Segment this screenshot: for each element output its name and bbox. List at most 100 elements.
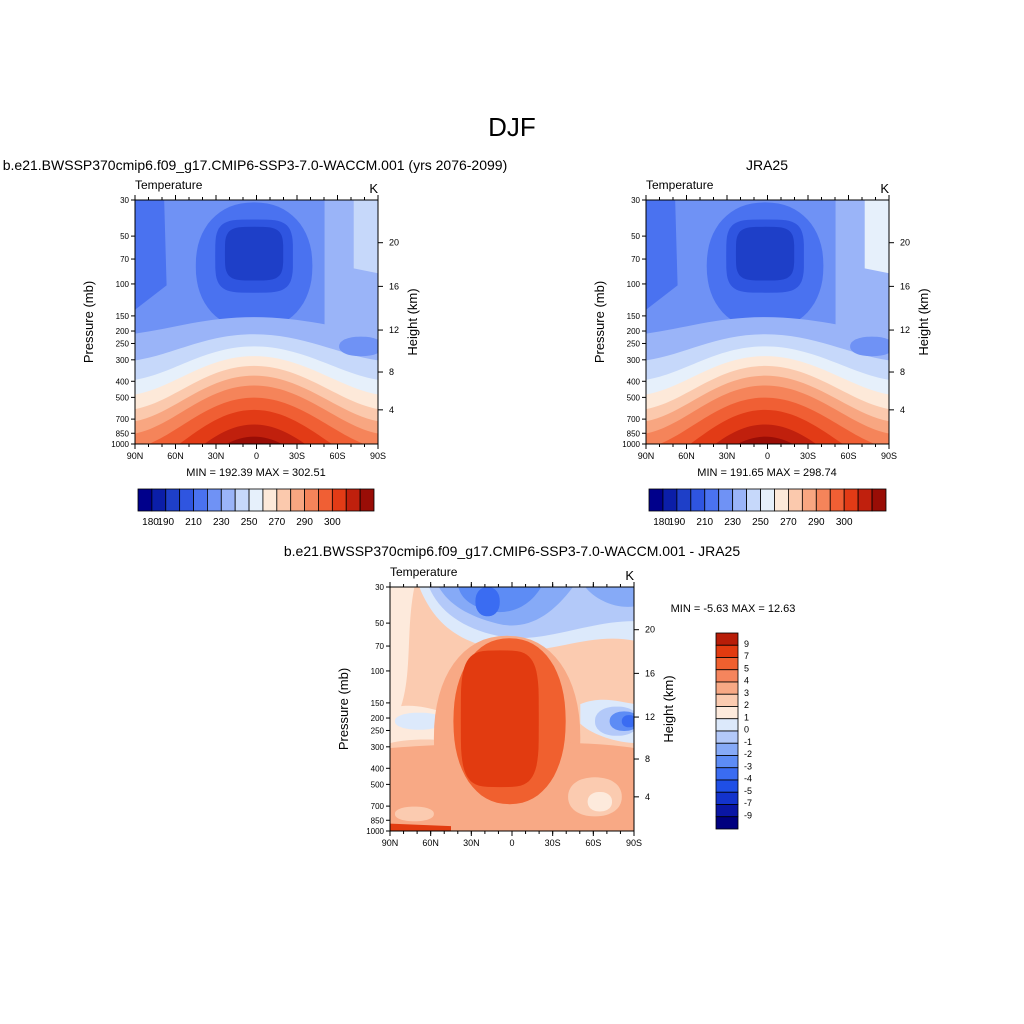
colorbar-box: [715, 730, 739, 744]
contour-band: [339, 336, 378, 357]
x-tick-label: 60S: [329, 451, 345, 461]
colorbar-box: [220, 488, 236, 512]
colorbar-box: [165, 488, 181, 512]
panel-title: JRA25: [746, 157, 788, 173]
x-tick-label: 30S: [289, 451, 305, 461]
colorbar-box: [318, 488, 333, 512]
x-tick-label: 0: [254, 451, 259, 461]
colorbar-label: 0: [744, 725, 749, 735]
colorbar-label: 2: [744, 700, 749, 710]
y2-tick-label: 20: [900, 238, 910, 248]
panel-title: b.e21.BWSSP370cmip6.f09_g17.CMIP6-SSP3-7…: [3, 157, 508, 173]
y2-tick-label: 12: [900, 325, 910, 335]
y-tick-label: 300: [627, 356, 641, 365]
colorbar-box: [715, 669, 739, 683]
x-tick-label: 30N: [208, 451, 225, 461]
colorbar-diff: 9 7 5 4 3 2 1 0 -1 -2 -3 -4 -5 -7 -9: [715, 632, 752, 830]
x-tick-label: 60S: [585, 838, 601, 848]
colorbar-label: 7: [744, 651, 749, 661]
y2-tick-label: 4: [645, 792, 650, 802]
colorbar-label: -4: [744, 774, 752, 784]
x-tick-label: 30N: [463, 838, 480, 848]
y-tick-label: 150: [116, 312, 130, 321]
colorbar-box: [715, 644, 739, 658]
colorbar-label: 230: [213, 517, 230, 528]
colorbar-label: 230: [724, 517, 741, 528]
colorbar-box: [732, 488, 747, 512]
contour-band: [621, 715, 634, 728]
colorbar-label: 210: [696, 517, 713, 528]
contour-band: [735, 226, 795, 281]
colorbar-box: [715, 804, 739, 818]
y-tick-label: 400: [627, 377, 641, 386]
contour-band: [224, 226, 284, 281]
stats-diff: MIN = -5.63 MAX = 12.63: [671, 603, 796, 615]
y-tick-label: 700: [627, 415, 641, 424]
colorbar-box: [871, 488, 887, 512]
y-tick-label: 850: [627, 429, 641, 438]
colorbar-label: -7: [744, 798, 752, 808]
y-tick-label: 50: [375, 619, 384, 628]
colorbar-label: 250: [752, 517, 769, 528]
colorbar-box: [715, 767, 739, 781]
y-axis-title: Pressure (mb): [592, 281, 607, 363]
units-label: K: [625, 568, 634, 583]
colorbar-label: 270: [780, 517, 797, 528]
contour-band: [353, 200, 378, 274]
colorbar-box: [715, 657, 739, 671]
colorbar-box: [715, 693, 739, 707]
y-tick-label: 400: [371, 764, 385, 773]
colorbar-box: [857, 488, 873, 512]
contour-band: [738, 436, 793, 444]
colorbar-box: [715, 706, 739, 720]
colorbar-label: 270: [268, 517, 285, 528]
colorbar-label: 300: [324, 517, 341, 528]
x-tick-label: 90N: [382, 838, 399, 848]
colorbar-box: [151, 488, 167, 512]
contour-band: [394, 806, 434, 822]
x-tick-label: 30N: [719, 451, 736, 461]
contour-band: [646, 200, 678, 310]
y-tick-label: 30: [631, 196, 640, 205]
colorbar-label: -3: [744, 761, 752, 771]
y-tick-label: 150: [371, 699, 385, 708]
colorbar-box: [788, 488, 803, 512]
stats-obs: MIN = 191.65 MAX = 298.74: [697, 467, 836, 479]
colorbar-box: [815, 488, 831, 512]
contour-band: [864, 200, 889, 274]
y2-tick-label: 20: [645, 625, 655, 635]
page-title: DJF: [488, 112, 536, 142]
y2-tick-label: 8: [900, 367, 905, 377]
units-label: K: [369, 181, 378, 196]
y2-tick-label: 16: [389, 281, 399, 291]
colorbar-box: [715, 632, 739, 646]
x-tick-label: 0: [765, 451, 770, 461]
colorbar-box: [829, 488, 845, 512]
colorbar-label: 290: [808, 517, 825, 528]
colorbar-box: [276, 488, 292, 512]
colorbar-box: [304, 488, 319, 512]
y-tick-label: 100: [116, 280, 130, 289]
colorbar-box: [331, 488, 347, 512]
y-tick-label: 250: [116, 339, 130, 348]
y2-tick-label: 4: [389, 405, 394, 415]
colorbar-label: 9: [744, 639, 749, 649]
stats-model: MIN = 192.39 MAX = 302.51: [186, 467, 325, 479]
y-tick-label: 500: [627, 393, 641, 402]
colorbar-label: 210: [185, 517, 202, 528]
x-tick-label: 60S: [840, 451, 856, 461]
y2-axis-title: Height (km): [405, 288, 420, 355]
y-tick-label: 100: [627, 280, 641, 289]
y-tick-label: 1000: [366, 827, 384, 836]
contour-band: [587, 792, 612, 812]
colorbar-label: 180: [142, 517, 159, 528]
colorbar-box: [248, 488, 264, 512]
panel-diff: b.e21.BWSSP370cmip6.f09_g17.CMIP6-SSP3-7…: [284, 543, 740, 848]
y-tick-label: 150: [627, 312, 641, 321]
y2-tick-label: 12: [389, 325, 399, 335]
colorbar-box: [359, 488, 375, 512]
y2-tick-label: 16: [900, 281, 910, 291]
y-tick-label: 70: [375, 642, 384, 651]
